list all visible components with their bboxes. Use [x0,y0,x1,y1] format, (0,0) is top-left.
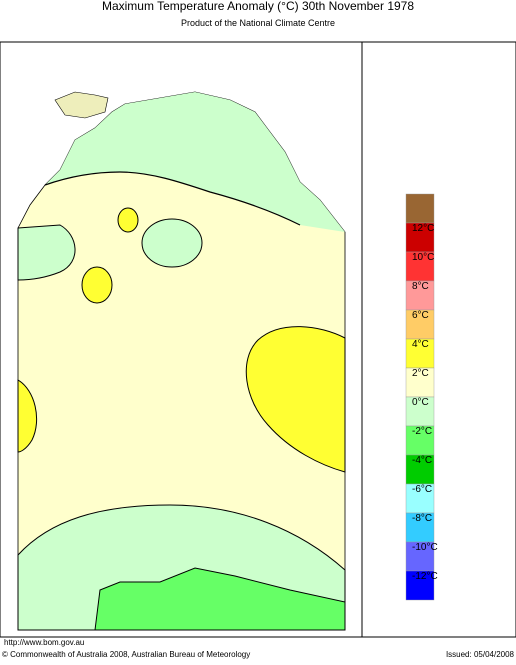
island [54,91,109,119]
cool-region [45,92,345,232]
legend-label: 4°C [412,339,429,350]
map [0,41,516,638]
legend-frame [361,41,516,638]
legend-label: 10°C [412,252,434,263]
legend: 12°C 10°C 8°C 6°C 4°C 2°C 0°C -2°C -4°C -6°C -8°C -… [405,193,438,601]
cool-region [141,218,203,268]
legend-swatch [405,193,435,224]
legend-label: -6°C [412,484,432,495]
legend-label: 6°C [412,310,429,321]
contour [44,171,301,226]
legend-label: 12°C [412,223,434,234]
cold-region [94,567,346,631]
legend-swatch [405,251,435,282]
warm-region [117,207,139,233]
url: http://www.bom.gov.au [4,638,84,647]
legend-label: 2°C [412,368,429,379]
legend-swatch [405,222,435,253]
legend-swatch [405,483,435,514]
legend-swatch [405,512,435,543]
cool-region [17,224,76,281]
legend-label: 0°C [412,397,429,408]
title: Maximum Temperature Anomaly (°C) 30th No… [102,0,414,13]
legend-label: -10°C [412,542,438,553]
issued: Issued: 05/04/2008 [446,650,515,659]
warm-region [81,266,113,304]
legend-swatch [405,454,435,485]
legend-swatch [405,541,435,572]
legend-label: -2°C [412,426,432,437]
legend-label: 8°C [412,281,429,292]
legend-label: -12°C [412,571,438,582]
warm-region [245,326,346,473]
legend-swatch [405,309,435,340]
legend-swatch [405,338,435,369]
subtitle: Product of the National Climate Centre [181,18,335,28]
warm-region [17,379,38,453]
legend-label: -4°C [412,455,432,466]
copyright: © Commonwealth of Australia 2008, Austra… [2,650,250,659]
legend-label: -8°C [412,513,432,524]
legend-swatch [405,570,435,601]
legend-swatch [405,367,435,398]
legend-swatch [405,425,435,456]
